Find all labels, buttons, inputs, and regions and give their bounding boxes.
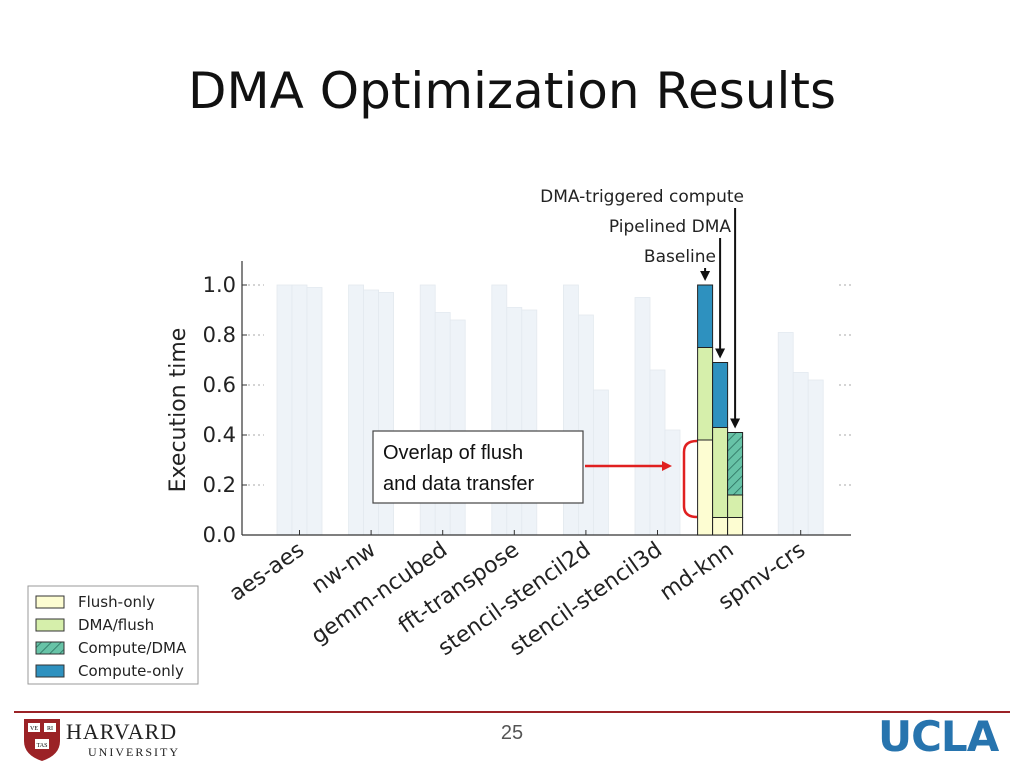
bar-segment-dma-flush bbox=[697, 347, 714, 441]
legend-swatch-0 bbox=[35, 595, 65, 609]
highlighted-bars-layer bbox=[697, 284, 744, 536]
legend-swatch-1 bbox=[35, 618, 65, 632]
faded-bar-aes-aes-1 bbox=[291, 284, 308, 536]
legend-entry: DMA/flush bbox=[78, 616, 154, 634]
execution-time-chart: 0.0 0.2 0.4 0.6 0.8 1.0 Execution time aes-aes… bbox=[27, 187, 851, 685]
bar-segment-dma-flush bbox=[727, 494, 744, 518]
faded-bar-aes-aes-2 bbox=[306, 287, 323, 536]
y-tick-label: 0.2 bbox=[203, 473, 236, 497]
variant-label: Pipelined DMA bbox=[609, 217, 731, 237]
y-tick-label: 1.0 bbox=[203, 273, 236, 297]
faded-bar-nw-nw-0 bbox=[348, 284, 365, 536]
bar-segment-dma-flush bbox=[712, 427, 729, 518]
callout-line-2: and data transfer bbox=[383, 473, 535, 495]
callout-bracket bbox=[682, 439, 698, 519]
legend-swatch-3 bbox=[35, 664, 65, 678]
variant-label: DMA-triggered compute bbox=[540, 187, 744, 207]
faded-bar-stencil-stencil3d-0 bbox=[634, 297, 651, 536]
annotation-layer: DMA-triggered compute Pipelined DMA Baseli… bbox=[372, 187, 744, 519]
faded-bars-layer bbox=[276, 284, 824, 536]
bar-segment-compute-dma bbox=[727, 432, 744, 496]
footer-divider bbox=[14, 711, 1010, 713]
bar-segment-flush-only bbox=[712, 517, 729, 536]
shield-text-ve: VE bbox=[30, 726, 38, 732]
page-number: 25 bbox=[500, 722, 524, 744]
faded-bar-stencil-stencil3d-1 bbox=[649, 369, 666, 536]
faded-bar-spmv-crs-1 bbox=[792, 372, 809, 536]
harvard-logo-text: HARVARD bbox=[66, 719, 178, 744]
legend-entry: Compute-only bbox=[78, 662, 184, 680]
legend-swatch-2 bbox=[35, 641, 65, 655]
harvard-logo-subtext: UNIVERSITY bbox=[88, 745, 180, 759]
bar-segment-compute-only bbox=[697, 284, 714, 348]
variant-arrow-head bbox=[700, 271, 711, 281]
ucla-logo: UCLA bbox=[878, 712, 999, 761]
legend: Flush-only DMA/flush Compute/DMA Compute-on… bbox=[27, 585, 199, 685]
faded-bar-stencil-stencil3d-2 bbox=[664, 429, 681, 536]
legend-entry: Compute/DMA bbox=[78, 639, 187, 657]
callout-arrow-head bbox=[662, 461, 672, 471]
callout-box bbox=[372, 430, 584, 504]
faded-bar-stencil-stencil2d-2 bbox=[593, 389, 609, 536]
y-tick-label: 0.8 bbox=[203, 323, 236, 347]
bar-segment-compute-only bbox=[712, 362, 729, 428]
callout-line-1: Overlap of flush bbox=[383, 442, 523, 464]
shield-text-ri: RI bbox=[47, 726, 53, 732]
faded-bar-spmv-crs-0 bbox=[777, 332, 794, 536]
y-tick-label: 0.6 bbox=[203, 373, 236, 397]
bar-segment-flush-only bbox=[727, 517, 744, 536]
y-tick-label: 0.0 bbox=[203, 523, 236, 547]
harvard-shield-logo: VE RI TAS bbox=[24, 719, 60, 761]
variant-arrow-head bbox=[715, 348, 726, 359]
faded-bar-spmv-crs-2 bbox=[807, 379, 824, 536]
y-tick-label: 0.4 bbox=[203, 423, 236, 447]
shield-text-tas: TAS bbox=[37, 743, 48, 749]
x-tick-label-aes-aes: aes-aes bbox=[225, 537, 309, 606]
faded-bar-aes-aes-0 bbox=[276, 284, 293, 536]
slide-title: DMA Optimization Results bbox=[187, 62, 837, 120]
bar-segment-flush-only bbox=[697, 439, 714, 536]
legend-entry: Flush-only bbox=[78, 593, 155, 611]
x-tick-labels-layer: aes-aesnw-nwgemm-ncubedfft-transposesten… bbox=[225, 537, 810, 661]
variant-arrow-head bbox=[730, 418, 741, 429]
y-axis-label: Execution time bbox=[166, 328, 191, 493]
axes-layer: 0.0 0.2 0.4 0.6 0.8 1.0 Execution time bbox=[166, 261, 851, 547]
variant-label: Baseline bbox=[644, 247, 716, 267]
